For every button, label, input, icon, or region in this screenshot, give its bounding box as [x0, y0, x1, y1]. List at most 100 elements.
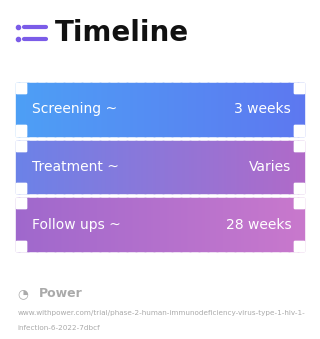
Bar [189, 83, 191, 136]
Bar [203, 141, 204, 193]
Bar [247, 198, 248, 251]
Bar [242, 198, 244, 251]
Bar [266, 198, 267, 251]
Bar [142, 198, 143, 251]
Bar [296, 141, 298, 193]
Bar [16, 141, 18, 193]
Bar [75, 83, 76, 136]
Bar [60, 198, 61, 251]
Bar [288, 198, 290, 251]
Bar [100, 83, 102, 136]
Bar [61, 141, 62, 193]
Bar [171, 198, 173, 251]
Bar [184, 83, 185, 136]
Bar [29, 83, 31, 136]
Bar [293, 198, 294, 251]
Bar [142, 141, 143, 193]
Bar [275, 198, 276, 251]
Bar [242, 141, 244, 193]
Bar [167, 141, 168, 193]
Bar [16, 83, 26, 93]
Bar [38, 198, 40, 251]
Bar [124, 141, 125, 193]
Bar [294, 198, 304, 208]
Bar [136, 198, 138, 251]
Bar [287, 141, 289, 193]
Bar [31, 83, 32, 136]
Bar [191, 198, 193, 251]
Text: www.withpower.com/trial/phase-2-human-immunodeficiency-virus-type-1-hiv-1-: www.withpower.com/trial/phase-2-human-im… [18, 310, 305, 316]
Bar [92, 141, 93, 193]
Text: 3 weeks: 3 weeks [235, 102, 291, 116]
Bar [243, 83, 245, 136]
Bar [238, 198, 239, 251]
Bar [79, 141, 80, 193]
Bar [121, 83, 122, 136]
Bar [225, 141, 227, 193]
Bar [224, 83, 226, 136]
Bar [28, 141, 30, 193]
Bar [198, 141, 200, 193]
Bar [245, 83, 247, 136]
Bar [122, 141, 123, 193]
Bar [182, 83, 184, 136]
Bar [177, 141, 178, 193]
Bar [282, 83, 283, 136]
Bar [186, 198, 187, 251]
Bar [248, 83, 249, 136]
Bar [228, 198, 230, 251]
Bar [234, 141, 236, 193]
Bar [270, 198, 272, 251]
Bar [302, 83, 303, 136]
Bar [68, 141, 69, 193]
Bar [167, 83, 168, 136]
Bar [169, 83, 171, 136]
Bar [278, 198, 280, 251]
Bar [32, 198, 33, 251]
Text: ◔: ◔ [18, 287, 28, 300]
Bar [162, 198, 164, 251]
Bar [250, 141, 252, 193]
Bar [109, 141, 111, 193]
Bar [100, 198, 102, 251]
Bar [43, 198, 44, 251]
Bar [36, 198, 38, 251]
Bar [228, 141, 229, 193]
Bar [134, 83, 136, 136]
Bar [176, 198, 177, 251]
Bar [224, 141, 226, 193]
Bar [262, 83, 264, 136]
Bar [266, 141, 267, 193]
Bar [50, 198, 51, 251]
Bar [26, 198, 28, 251]
Bar [294, 83, 304, 93]
Bar [173, 141, 175, 193]
Bar [180, 198, 182, 251]
Bar [179, 198, 180, 251]
Text: infection-6-2022-7dbcf: infection-6-2022-7dbcf [18, 325, 100, 332]
Bar [151, 141, 152, 193]
Bar [173, 83, 175, 136]
Bar [206, 198, 208, 251]
Bar [154, 198, 156, 251]
Bar [84, 141, 86, 193]
Bar [133, 141, 134, 193]
Bar [184, 198, 185, 251]
Bar [207, 83, 209, 136]
Bar [300, 141, 301, 193]
Bar [294, 141, 304, 151]
Bar [257, 198, 258, 251]
Bar [108, 198, 110, 251]
Bar [22, 141, 23, 193]
Bar [216, 141, 218, 193]
Bar [240, 141, 241, 193]
Bar [253, 141, 255, 193]
Bar [250, 83, 252, 136]
Bar [115, 141, 116, 193]
Bar [17, 198, 19, 251]
Bar [126, 198, 128, 251]
Bar [271, 198, 273, 251]
Bar [63, 198, 65, 251]
Bar [211, 141, 212, 193]
Bar [122, 198, 123, 251]
